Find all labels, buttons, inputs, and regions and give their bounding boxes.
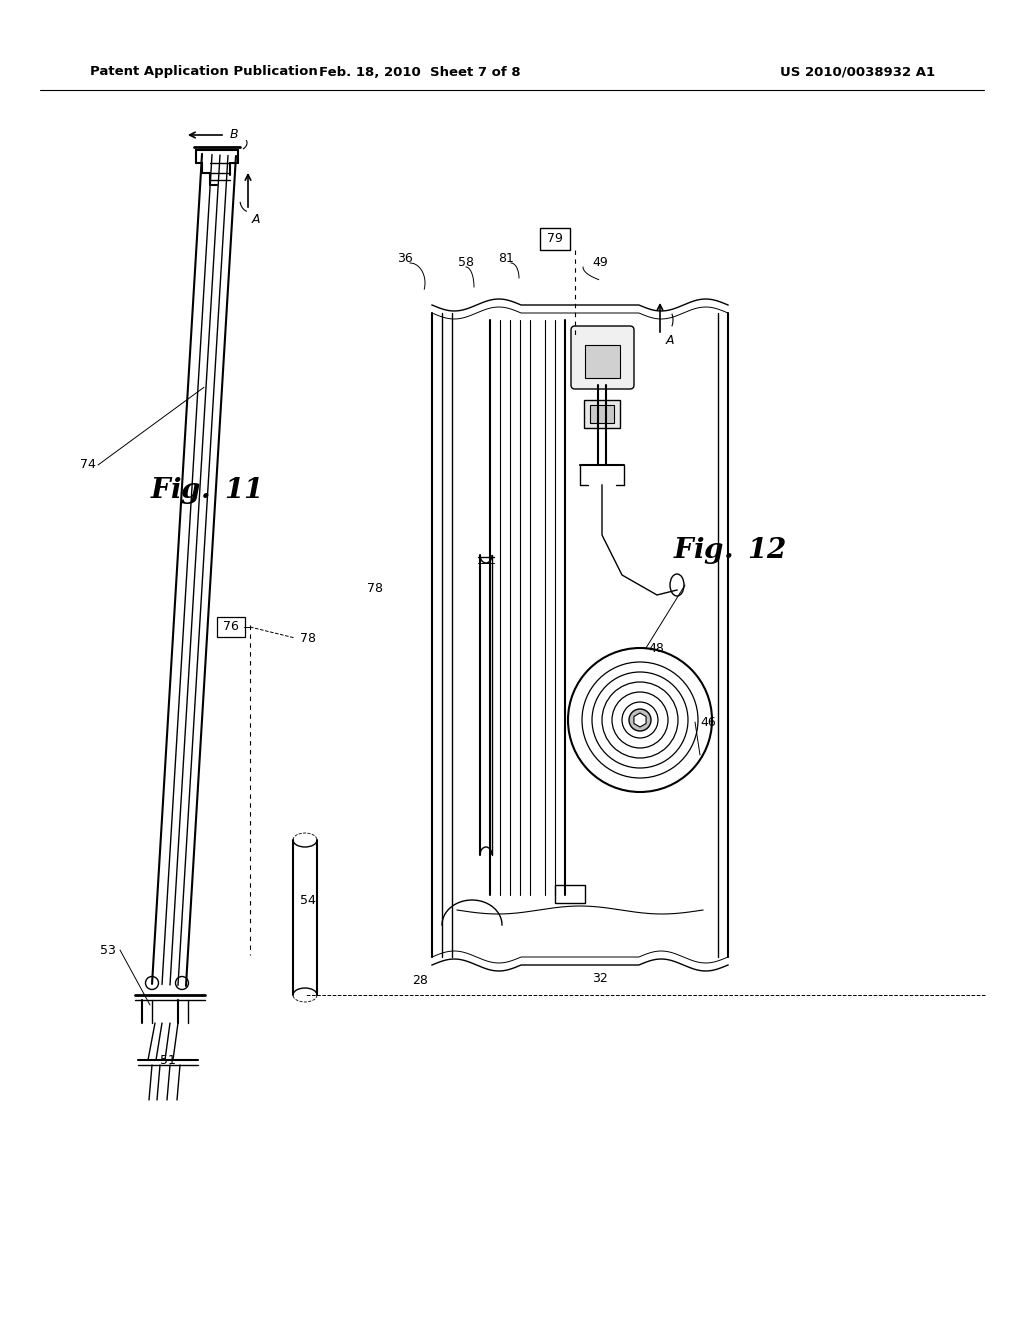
Bar xyxy=(540,228,570,249)
Text: Patent Application Publication: Patent Application Publication xyxy=(90,66,317,78)
Text: 76: 76 xyxy=(223,620,239,634)
Text: $\mathregular{Fig.\ 11}$: $\mathregular{Fig.\ 11}$ xyxy=(150,474,260,506)
Text: 79: 79 xyxy=(547,232,563,246)
Text: 48: 48 xyxy=(648,642,664,655)
Text: 46: 46 xyxy=(700,715,716,729)
Circle shape xyxy=(568,648,712,792)
Text: US 2010/0038932 A1: US 2010/0038932 A1 xyxy=(780,66,935,78)
Bar xyxy=(555,884,585,903)
Ellipse shape xyxy=(670,574,684,597)
Text: B: B xyxy=(230,128,239,141)
Text: 51: 51 xyxy=(160,1053,176,1067)
Text: 81: 81 xyxy=(498,252,514,264)
Text: 53: 53 xyxy=(100,944,116,957)
Text: 58: 58 xyxy=(458,256,474,268)
Text: 36: 36 xyxy=(397,252,413,264)
FancyBboxPatch shape xyxy=(217,616,245,638)
Text: 54: 54 xyxy=(300,894,316,907)
Text: A: A xyxy=(666,334,675,346)
Polygon shape xyxy=(634,713,646,727)
Text: $\mathregular{Fig.\ 12}$: $\mathregular{Fig.\ 12}$ xyxy=(673,535,786,565)
Text: 78: 78 xyxy=(300,631,316,644)
Text: Feb. 18, 2010  Sheet 7 of 8: Feb. 18, 2010 Sheet 7 of 8 xyxy=(319,66,521,78)
Text: 28: 28 xyxy=(412,974,428,986)
Text: A: A xyxy=(252,213,260,226)
Text: 78: 78 xyxy=(367,582,383,594)
FancyBboxPatch shape xyxy=(571,326,634,389)
Bar xyxy=(590,405,614,422)
Text: 49: 49 xyxy=(592,256,608,268)
Text: 32: 32 xyxy=(592,972,608,985)
Bar xyxy=(584,400,620,428)
Circle shape xyxy=(629,709,651,731)
Text: 74: 74 xyxy=(80,458,96,471)
Bar xyxy=(585,345,620,378)
